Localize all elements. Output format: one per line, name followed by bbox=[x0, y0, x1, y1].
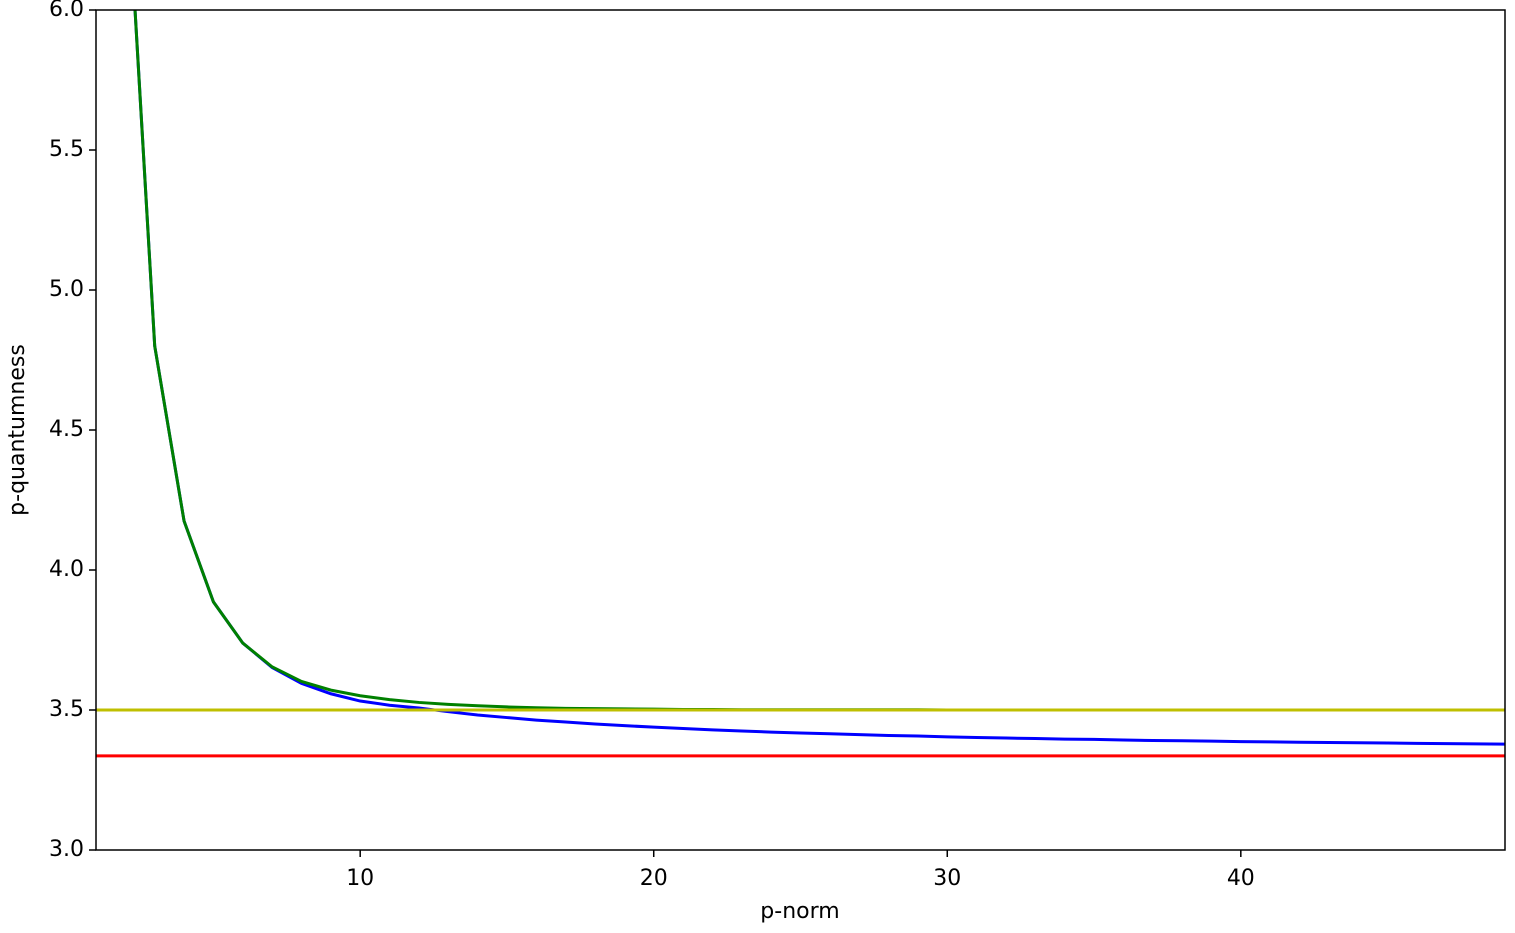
plot-area bbox=[96, 10, 1505, 758]
y-tick-label: 4.5 bbox=[49, 417, 84, 442]
y-tick-label: 3.5 bbox=[49, 697, 84, 722]
data-line bbox=[133, 10, 1505, 746]
x-axis-label: p-norm bbox=[760, 899, 839, 924]
y-tick-label: 6.0 bbox=[49, 0, 84, 22]
x-tick-label: 40 bbox=[1227, 866, 1255, 891]
axes-frame bbox=[95, 9, 1506, 851]
y-tick-label: 3.0 bbox=[49, 837, 84, 862]
y-axis-label: p-quantumness bbox=[5, 344, 30, 516]
data-line bbox=[133, 10, 1505, 712]
x-tick-label: 10 bbox=[346, 866, 374, 891]
x-tick-label: 20 bbox=[640, 866, 668, 891]
y-tick-label: 5.5 bbox=[49, 137, 84, 162]
x-tick-label: 30 bbox=[933, 866, 961, 891]
y-tick-label: 5.0 bbox=[49, 277, 84, 302]
y-tick-label: 4.0 bbox=[49, 557, 84, 582]
